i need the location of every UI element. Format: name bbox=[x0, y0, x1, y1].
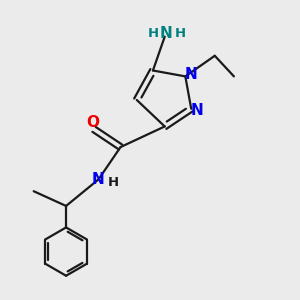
Text: H: H bbox=[148, 27, 159, 40]
Text: N: N bbox=[184, 68, 197, 82]
Text: H: H bbox=[108, 176, 119, 189]
Text: H: H bbox=[175, 27, 186, 40]
Text: N: N bbox=[190, 103, 203, 118]
Text: N: N bbox=[160, 26, 172, 40]
Text: N: N bbox=[92, 172, 105, 187]
Text: O: O bbox=[86, 116, 99, 130]
